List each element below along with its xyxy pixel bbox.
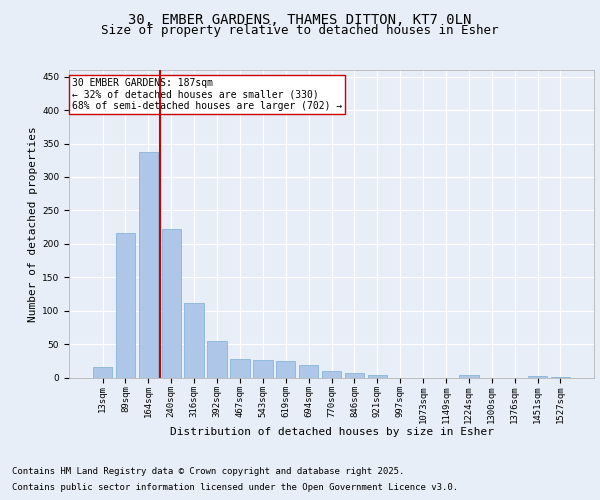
Bar xyxy=(116,233,135,378)
Bar xyxy=(253,360,272,378)
X-axis label: Distribution of detached houses by size in Esher: Distribution of detached houses by size … xyxy=(170,427,493,437)
Bar xyxy=(161,229,181,378)
Bar xyxy=(368,375,387,378)
Bar xyxy=(322,371,341,378)
Bar xyxy=(93,368,112,378)
Bar xyxy=(208,342,227,378)
Y-axis label: Number of detached properties: Number of detached properties xyxy=(28,126,38,322)
Bar xyxy=(344,374,364,378)
Bar xyxy=(459,375,479,378)
Text: 30, EMBER GARDENS, THAMES DITTON, KT7 0LN: 30, EMBER GARDENS, THAMES DITTON, KT7 0L… xyxy=(128,12,472,26)
Bar xyxy=(276,361,295,378)
Bar xyxy=(184,302,204,378)
Text: 30 EMBER GARDENS: 187sqm
← 32% of detached houses are smaller (330)
68% of semi-: 30 EMBER GARDENS: 187sqm ← 32% of detach… xyxy=(71,78,342,111)
Text: Contains public sector information licensed under the Open Government Licence v3: Contains public sector information licen… xyxy=(12,484,458,492)
Text: Size of property relative to detached houses in Esher: Size of property relative to detached ho… xyxy=(101,24,499,37)
Bar xyxy=(528,376,547,378)
Bar xyxy=(230,360,250,378)
Bar xyxy=(299,365,319,378)
Bar xyxy=(551,377,570,378)
Bar xyxy=(139,152,158,378)
Text: Contains HM Land Registry data © Crown copyright and database right 2025.: Contains HM Land Registry data © Crown c… xyxy=(12,467,404,476)
